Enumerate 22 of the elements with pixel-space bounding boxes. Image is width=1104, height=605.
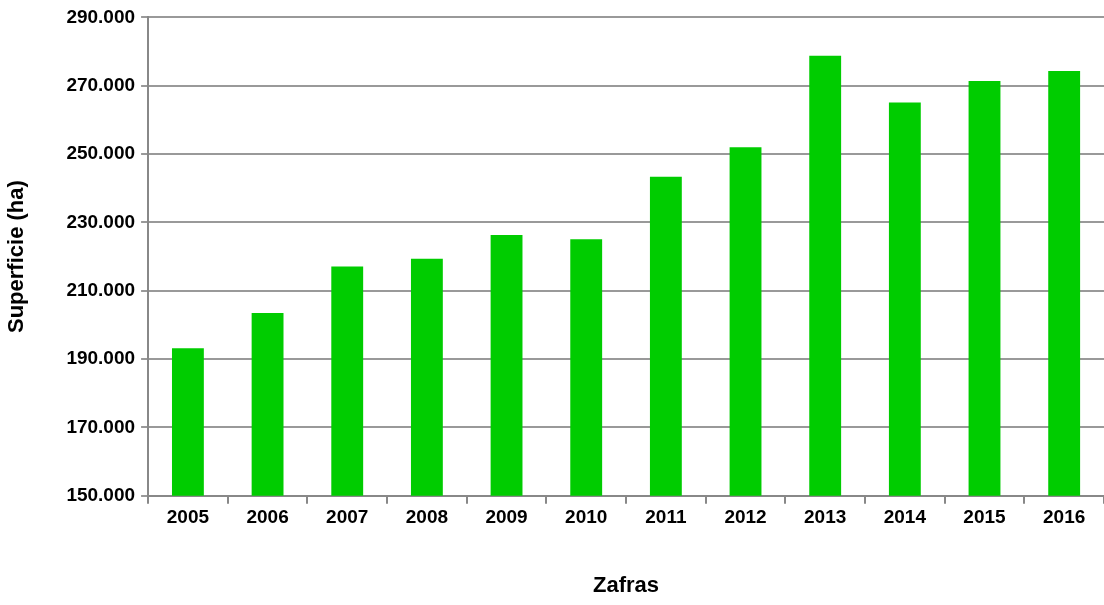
y-tick-label: 230.000 [66,210,136,232]
y-axis-title: Superficie (ha) [3,180,29,334]
y-tick-label: 250.000 [66,142,136,164]
x-tick-label: 2005 [166,506,210,528]
x-tick-label: 2009 [485,506,528,528]
y-tick-label: 190.000 [66,347,136,369]
y-tick-label: 290.000 [66,5,136,27]
x-tick-label: 2008 [405,506,449,528]
x-tick-label: 2012 [724,506,767,528]
y-tick-label: 210.000 [66,279,136,301]
y-tick-label: 270.000 [66,73,136,95]
x-tick-label: 2006 [246,506,289,528]
x-tick-label: 2007 [326,506,369,528]
x-tick-label: 2013 [804,506,847,528]
x-tick-label: 2014 [883,506,927,528]
y-tick-label: 150.000 [66,484,136,506]
x-axis-title: Zafras [593,571,660,597]
x-tick-label: 2015 [963,506,1007,528]
x-tick-label: 2016 [1043,506,1086,528]
y-tick-label: 170.000 [66,415,136,437]
x-tick-label: 2011 [645,506,687,528]
x-tick-label: 2010 [565,506,608,528]
